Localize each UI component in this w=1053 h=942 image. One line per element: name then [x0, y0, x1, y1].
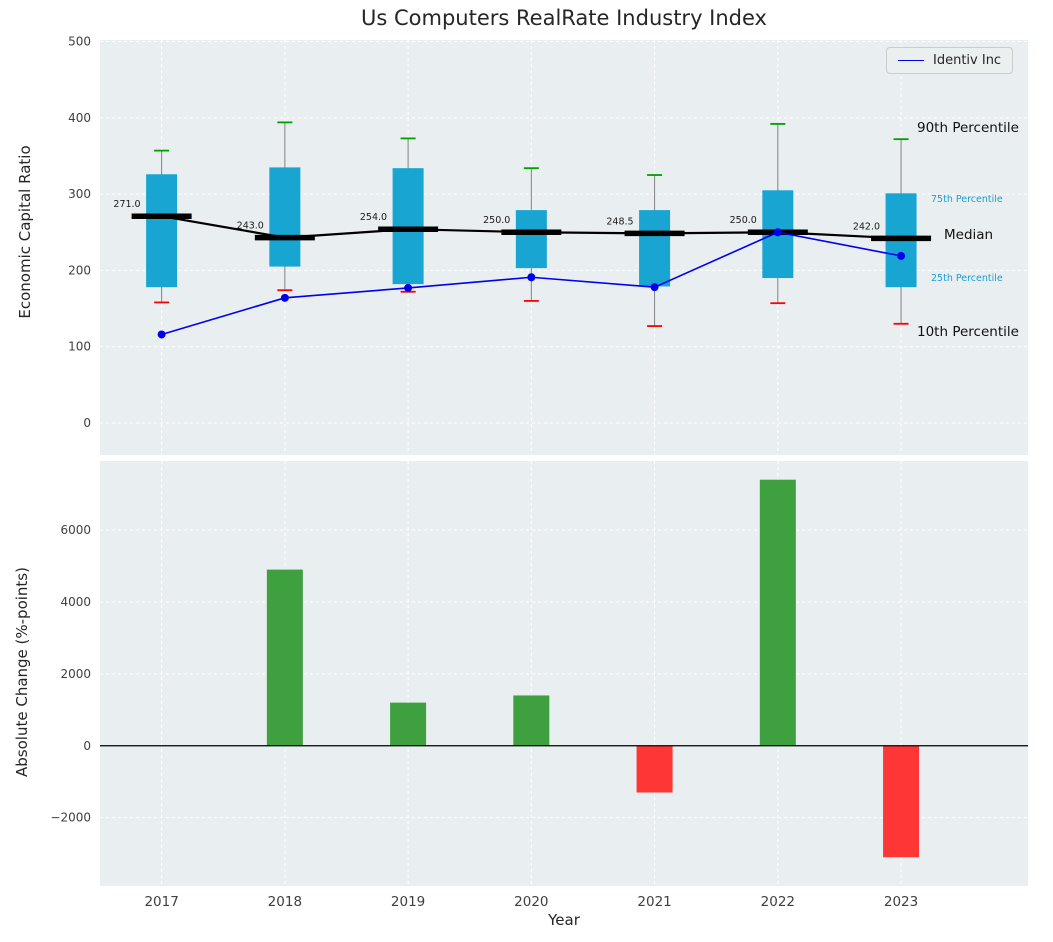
identiv-point-2022: [773, 228, 782, 237]
median-value-label-2021: 248.5: [606, 216, 633, 227]
x-tick-label-2021: 2021: [637, 894, 671, 910]
bottom-y-tick-label: 6000: [60, 523, 91, 537]
annotation-90th-percentile: 90th Percentile: [917, 120, 1019, 136]
annotation-25th-percentile: 25th Percentile: [931, 273, 1003, 284]
median-value-label-2023: 242.0: [853, 221, 880, 232]
median-value-label-2019: 254.0: [360, 212, 387, 223]
bottom-y-tick-label: 0: [83, 739, 91, 753]
median-value-label-2022: 250.0: [730, 215, 757, 226]
iqr-box-2021: [639, 210, 671, 287]
change-bar-2023: [883, 745, 920, 858]
x-tick-label-2020: 2020: [514, 894, 548, 910]
x-tick-label-2022: 2022: [761, 894, 795, 910]
bottom-y-tick-label: −2000: [50, 811, 91, 825]
y-axis-label-top: Economic Capital Ratio: [16, 145, 34, 319]
x-tick-label-2018: 2018: [268, 894, 302, 910]
annotation-median: Median: [944, 227, 994, 243]
median-value-label-2017: 271.0: [113, 199, 140, 210]
top-y-tick-label: 400: [68, 111, 91, 125]
annotation-10th-percentile: 10th Percentile: [917, 324, 1019, 340]
annotation-75th-percentile: 75th Percentile: [931, 194, 1003, 205]
top-y-tick-label: 100: [68, 340, 91, 354]
y-axis-label-bottom: Absolute Change (%-points): [13, 567, 31, 777]
x-tick-label-2019: 2019: [391, 894, 425, 910]
iqr-box-2017: [146, 174, 178, 288]
bottom-y-tick-label: 4000: [60, 595, 91, 609]
legend: Identiv Inc: [886, 47, 1014, 74]
top-y-tick-label: 200: [68, 263, 91, 277]
identiv-point-2020: [527, 273, 536, 282]
identiv-point-2017: [157, 330, 166, 339]
x-tick-label-2023: 2023: [884, 894, 918, 910]
legend-label: Identiv Inc: [933, 53, 1002, 68]
top-y-tick-label: 0: [83, 416, 91, 430]
top-y-tick-label: 500: [68, 35, 91, 49]
change-bar-2018: [266, 569, 303, 746]
legend-line-sample: [898, 60, 924, 61]
median-value-label-2018: 243.0: [237, 221, 264, 232]
top-y-tick-label: 300: [68, 187, 91, 201]
iqr-box-2020: [515, 210, 547, 269]
identiv-point-2021: [650, 283, 659, 292]
iqr-box-2019: [392, 168, 424, 285]
identiv-point-2019: [404, 283, 413, 292]
bottom-y-tick-label: 2000: [60, 667, 91, 681]
identiv-point-2023: [897, 251, 906, 260]
change-bar-2019: [390, 702, 427, 746]
identiv-point-2018: [280, 293, 289, 302]
change-bar-2022: [759, 479, 796, 746]
x-axis-label: Year: [548, 911, 580, 929]
iqr-box-2018: [269, 167, 301, 267]
chart-title: Us Computers RealRate Industry Index: [361, 6, 767, 30]
top-axes-background: [100, 40, 1028, 455]
change-bar-2020: [513, 695, 550, 746]
median-value-label-2020: 250.0: [483, 215, 510, 226]
change-bar-2021: [636, 745, 673, 793]
x-tick-label-2017: 2017: [144, 894, 178, 910]
